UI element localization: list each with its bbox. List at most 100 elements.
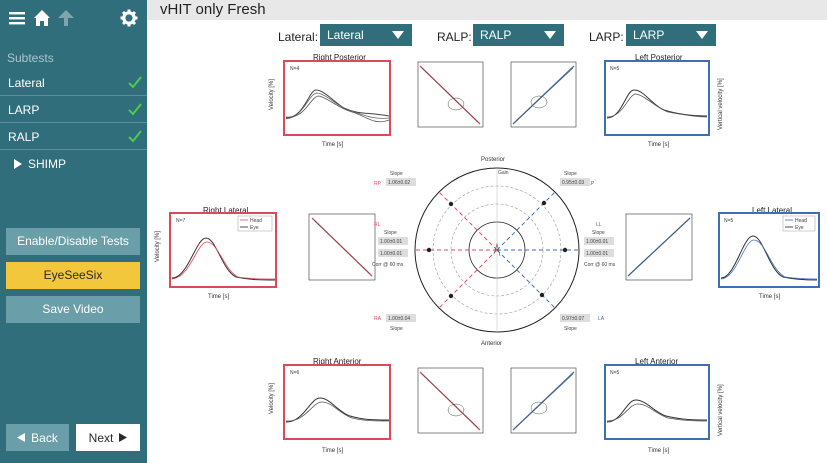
page-title: vHIT only Fresh: [160, 1, 266, 18]
n-count: N=7: [176, 218, 186, 224]
check-icon: [127, 101, 143, 117]
save-video-button[interactable]: Save Video: [6, 296, 140, 323]
ll-corr-value: 1.00±0.01: [586, 251, 608, 257]
legend: Head Eye: [237, 215, 273, 232]
larp-dropdown-label: LARP:: [589, 30, 624, 44]
sidebar-toolbar: [0, 0, 147, 42]
rp-slope-value: 1.06±0.02: [388, 180, 410, 186]
y-axis-label: Velocity [%]: [269, 383, 275, 414]
n-count: N=4: [290, 66, 300, 72]
ll-corr-label: Corr @ 60 ms: [584, 262, 616, 268]
home-icon[interactable]: [33, 9, 53, 31]
ralp-dropdown-label: RALP:: [437, 30, 472, 44]
left-lateral-title: Left Lateral: [752, 206, 793, 215]
lateral-dropdown[interactable]: Lateral: [320, 24, 412, 46]
back-button[interactable]: Back: [6, 424, 69, 451]
legend-head: Head: [795, 218, 807, 224]
lateral-dropdown-label: Lateral:: [278, 30, 319, 44]
legend-head: Head: [250, 218, 262, 224]
check-icon: [127, 74, 143, 90]
shimp-label: SHIMP: [28, 157, 67, 171]
ra-slope-value: 1.00±0.04: [388, 316, 410, 322]
ll-slope-value: 1.00±0.01: [586, 239, 608, 245]
subtest-label: LARP: [8, 103, 40, 117]
check-icon: [127, 128, 143, 144]
larp-dropdown[interactable]: LARP: [626, 24, 716, 46]
subtests-heading: Subtests: [7, 51, 54, 65]
x-axis-label: Time [s]: [322, 142, 343, 148]
right-posterior-title: Right Posterior: [313, 53, 366, 62]
y-axis-label: Vertical velocity [%]: [718, 384, 724, 436]
back-arrow-icon: [17, 433, 26, 442]
next-label: Next: [88, 430, 114, 445]
next-arrow-icon: [119, 433, 128, 442]
anterior-label: Anterior: [481, 341, 502, 347]
expand-triangle-icon: [14, 159, 22, 169]
left-posterior-title: Left Posterior: [635, 53, 683, 62]
gain-label: Gain: [498, 170, 509, 176]
chevron-down-icon: [544, 31, 556, 39]
right-anterior-velocity-plot: N=6 Time [s] Velocity [%]: [264, 364, 394, 458]
lateral-head-eye-scatter-right: [304, 212, 384, 292]
subtest-item-larp[interactable]: LARP: [0, 97, 147, 123]
subtest-item-ralp[interactable]: RALP: [0, 124, 147, 150]
rl-slope-value: 1.00±0.01: [380, 239, 402, 245]
subtest-label: Lateral: [8, 76, 45, 90]
right-lateral-velocity-plot: N=7 Head Eye Time [s] Velocity [%]: [150, 212, 280, 302]
up-arrow-icon[interactable]: [57, 9, 77, 31]
enable-disable-tests-button[interactable]: Enable/Disable Tests: [6, 228, 140, 255]
rp-slope-label: Slope: [390, 171, 403, 177]
larp-head-eye-scatter-right: [408, 364, 488, 444]
y-axis-label: Vertical velocity [%]: [718, 78, 724, 130]
title-bar: [147, 0, 827, 20]
left-anterior-velocity-plot: N=5 Time [s] Vertical velocity [%]: [600, 364, 730, 458]
x-axis-label: Time [s]: [322, 448, 343, 454]
subtest-item-shimp[interactable]: SHIMP: [14, 157, 66, 171]
rl-slope-label: Slope: [384, 230, 397, 236]
y-axis-label: Velocity [%]: [155, 231, 161, 262]
larp-dropdown-value: LARP: [633, 28, 665, 42]
right-lateral-title: Right Lateral: [203, 206, 249, 215]
back-label: Back: [31, 430, 58, 445]
left-anterior-title: Left Anterior: [635, 357, 679, 366]
x-axis-label: Time [s]: [759, 294, 780, 300]
n-count: N=5: [724, 218, 734, 224]
larp-head-eye-scatter-left: [503, 60, 583, 140]
legend-eye: Eye: [250, 225, 259, 231]
n-count: N=5: [610, 66, 620, 72]
rp-label: RP: [374, 181, 382, 187]
legend: Head Eye: [782, 215, 816, 232]
la-slope-value: 0.97±0.07: [562, 316, 584, 322]
x-axis-label: Time [s]: [648, 142, 669, 148]
legend-eye: Eye: [795, 225, 804, 231]
eyeseesix-button[interactable]: EyeSeeSix: [6, 262, 140, 289]
n-count: N=6: [290, 370, 300, 376]
ralp-dropdown[interactable]: RALP: [473, 24, 564, 46]
x-axis-label: Time [s]: [648, 448, 669, 454]
rl-label: RL: [374, 222, 381, 228]
gear-icon[interactable]: [120, 9, 140, 31]
x-axis-label: Time [s]: [208, 294, 229, 300]
chevron-down-icon: [696, 31, 708, 39]
ll-slope-label: Slope: [592, 230, 605, 236]
ll-label: LL: [596, 222, 602, 228]
la-label: LA: [598, 316, 605, 322]
lp-slope-label: Slope: [564, 171, 577, 177]
rl-corr-value: 1.00±0.01: [380, 251, 402, 257]
subtest-item-lateral[interactable]: Lateral: [0, 70, 147, 96]
right-anterior-title: Right Anterior: [313, 357, 362, 366]
menu-icon[interactable]: [8, 9, 28, 31]
ralp-dropdown-value: RALP: [480, 28, 512, 42]
sidebar: Subtests Lateral LARP RALP SHIMP Enable/…: [0, 0, 147, 463]
posterior-label: Posterior: [481, 157, 505, 163]
right-posterior-velocity-plot: N=4 Time [s] Velocity [%]: [264, 60, 394, 150]
y-axis-label: Velocity [%]: [269, 79, 275, 110]
ralp-head-eye-scatter-right: [408, 60, 488, 140]
n-count: N=5: [610, 370, 620, 376]
rl-corr-label: Corr @ 60 ms: [372, 262, 404, 268]
ra-slope-label: Slope: [390, 326, 403, 332]
left-posterior-velocity-plot: N=5 Time [s] Vertical velocity [%]: [600, 60, 730, 150]
next-button[interactable]: Next: [76, 424, 140, 451]
ra-label: RA: [374, 316, 382, 322]
